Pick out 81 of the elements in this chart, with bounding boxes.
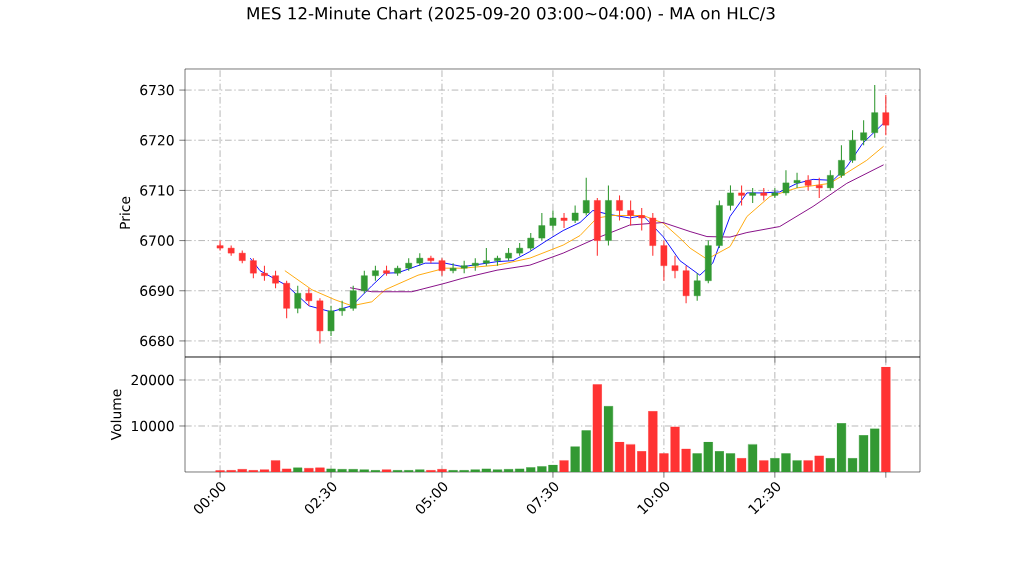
candlestick: [704, 240, 712, 284]
line-series: [284, 145, 885, 307]
candlestick: [538, 212, 546, 242]
bar: [293, 467, 303, 472]
candlestick: [294, 285, 302, 314]
candlestick: [305, 287, 313, 307]
candlestick: [793, 172, 801, 189]
y-tick-label: 6690: [140, 285, 174, 296]
candlestick: [361, 270, 368, 294]
candlestick: [693, 272, 701, 302]
y-tick-label: 6730: [140, 84, 174, 96]
bar: [614, 441, 625, 472]
candlestick: [516, 242, 523, 257]
candlestick: [483, 247, 490, 267]
y-tick-label: 10000: [132, 420, 174, 432]
bar: [736, 457, 747, 472]
candlestick: [582, 177, 590, 217]
candlestick: [283, 280, 290, 319]
y-tick-label: 20000: [131, 374, 174, 386]
line-series: [349, 164, 885, 293]
candlestick: [427, 255, 435, 264]
candlestick: [250, 257, 257, 279]
bar: [725, 453, 736, 472]
candlestick: [616, 194, 623, 222]
y-axis-title: Volume: [110, 389, 122, 441]
candlestick: [649, 212, 657, 257]
candlestick: [227, 245, 235, 257]
candlestick: [527, 232, 535, 252]
candlestick: [815, 177, 823, 199]
candlestick: [449, 262, 457, 274]
candlestick: [771, 187, 779, 199]
candlestick: [460, 260, 468, 274]
chart-title: MES 12-Minute Chart (2025-09-20 03:00~04:00) - MA on HLC/3: [247, 6, 775, 22]
candlestick: [549, 209, 557, 232]
candlestick: [849, 129, 856, 164]
candlestick: [216, 240, 224, 252]
candlestick: [372, 265, 379, 282]
candlestick: [383, 265, 390, 277]
candlestick: [727, 184, 734, 212]
candlestick: [594, 197, 601, 257]
candlestick: [327, 305, 335, 337]
y-tick-label: 6700: [140, 235, 174, 246]
candlestick: [827, 169, 834, 191]
candlestick: [860, 119, 867, 146]
candlestick: [605, 184, 612, 247]
y-tick-label: 6680: [140, 335, 174, 347]
candlestick: [416, 252, 424, 267]
candlestick: [760, 187, 768, 201]
bar: [858, 434, 869, 472]
candlestick: [405, 257, 412, 272]
candlestick: [716, 199, 723, 249]
candlestick: [871, 84, 879, 139]
y-tick-label: 6710: [140, 185, 174, 196]
candlestick: [261, 265, 268, 282]
candlestick: [438, 257, 446, 277]
candlestick: [505, 247, 512, 262]
candlestick: [494, 255, 501, 267]
candlestick: [838, 144, 845, 179]
candlestick: [738, 184, 745, 206]
candlestick: [749, 187, 756, 204]
candlestick: [660, 240, 668, 282]
candlestick: [782, 169, 790, 196]
candlestick: [804, 174, 812, 191]
y-tick-label: 6720: [140, 135, 174, 146]
candlestick: [238, 250, 246, 264]
candlestick: [627, 199, 634, 227]
y-axis-title: Price: [119, 196, 131, 229]
bar: [714, 451, 725, 472]
candlestick: [394, 265, 401, 277]
bar: [881, 366, 891, 472]
candlestick: [638, 207, 646, 232]
candlestick: [682, 265, 690, 304]
bar: [381, 469, 392, 472]
candlestick: [571, 204, 579, 224]
candlestick: [338, 300, 346, 317]
candlestick: [316, 297, 324, 344]
candlestick: [671, 255, 679, 279]
candlestick: [349, 285, 357, 312]
candlestick: [882, 94, 890, 136]
candlestick: [560, 212, 568, 229]
candlestick: [471, 257, 479, 272]
